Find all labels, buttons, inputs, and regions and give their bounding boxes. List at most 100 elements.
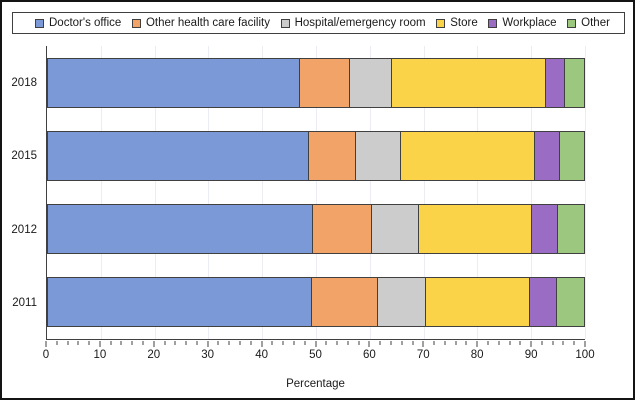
- bar-row-2018: [47, 46, 585, 119]
- legend-item-workplace: Workplace: [488, 17, 557, 29]
- y-axis-category-labels: 2018 2015 2012 2011: [2, 46, 39, 340]
- x-axis-minor-tick: [164, 341, 166, 345]
- gridline: [316, 46, 317, 339]
- x-axis-minor-tick: [228, 341, 230, 345]
- bar-row-2011: [47, 266, 585, 339]
- x-axis-minor-tick: [271, 341, 273, 345]
- plot-area: [46, 46, 586, 340]
- bar-segment-other: [559, 130, 585, 181]
- legend-label: Store: [450, 17, 478, 29]
- x-axis-ticks: [45, 341, 586, 348]
- x-axis-minor-tick: [455, 341, 457, 345]
- x-axis-minor-tick: [358, 341, 360, 345]
- legend-item-hospital-emergency-room: Hospital/emergency room: [280, 17, 426, 29]
- bar-segment-doctor-s-office: [47, 277, 312, 328]
- x-axis-tick-labels: 0 10 20 30 40 50 60 70 80 90 100: [43, 349, 595, 362]
- x-axis-minor-tick: [56, 341, 58, 345]
- legend-item-store: Store: [436, 17, 478, 29]
- gridline: [423, 46, 425, 339]
- x-axis-minor-tick: [250, 341, 252, 345]
- gridline: [208, 46, 210, 339]
- x-axis-tick-label: 100: [575, 349, 595, 361]
- x-axis-minor-tick: [131, 341, 133, 345]
- x-axis-major-tick: [207, 341, 209, 347]
- x-axis-major-tick: [368, 341, 370, 347]
- gridline: [262, 46, 264, 339]
- bar-segment-other-health-care-facility: [311, 277, 378, 328]
- bar-segment-store: [426, 277, 531, 328]
- bar-segment-store: [400, 130, 536, 181]
- x-axis-major-tick: [153, 341, 155, 347]
- legend-item-other: Other: [567, 17, 610, 29]
- bar-segment-workplace: [535, 130, 560, 181]
- x-axis-major-tick: [99, 341, 101, 347]
- bar-segment-other: [557, 204, 585, 255]
- bar-segment-hospital-emergency-room: [350, 57, 392, 108]
- legend-label: Other health care facility: [145, 17, 270, 29]
- gridline: [531, 46, 533, 339]
- x-axis-minor-tick: [412, 341, 414, 345]
- legend-swatch-workplace: [488, 18, 498, 28]
- bar-segment-hospital-emergency-room: [372, 204, 420, 255]
- gridline: [369, 46, 371, 339]
- bar-segment-other-health-care-facility: [300, 57, 351, 108]
- chart-legend: Doctor's office Other health care facilit…: [12, 12, 625, 34]
- bar-segment-other-health-care-facility: [313, 204, 373, 255]
- legend-swatch-other: [567, 18, 577, 28]
- stacked-bar-2011: [47, 277, 585, 328]
- legend-swatch-other-health-care-facility: [131, 18, 141, 28]
- legend-swatch-hospital-emergency-room: [280, 18, 290, 28]
- x-axis-tick-label: 80: [470, 349, 484, 361]
- stacked-bar-2015: [47, 130, 585, 181]
- x-axis-tick-label: 50: [309, 349, 322, 361]
- legend-swatch-doctor-s-office: [35, 18, 44, 28]
- x-axis-minor-tick: [498, 341, 500, 345]
- y-axis-label: 2011: [12, 297, 37, 310]
- x-axis-minor-tick: [282, 341, 284, 345]
- x-axis-minor-tick: [185, 341, 187, 345]
- x-axis-tick-label: 30: [201, 349, 215, 361]
- x-axis-minor-tick: [552, 341, 554, 345]
- x-axis-tick-label: 60: [362, 349, 376, 361]
- x-axis-tick-label: 10: [93, 349, 107, 361]
- bar-segment-store: [391, 57, 546, 108]
- stacked-bar-2012: [47, 204, 585, 255]
- x-axis-tick-label: 40: [255, 349, 268, 361]
- x-axis-major-tick: [530, 341, 532, 347]
- y-axis-label: 2015: [11, 150, 37, 163]
- x-axis-major-tick: [315, 341, 316, 347]
- gridline: [585, 46, 586, 339]
- legend-item-doctor-s-office: Doctor's office: [35, 17, 121, 29]
- bar-segment-doctor-s-office: [47, 57, 301, 108]
- x-axis-major-tick: [261, 341, 263, 347]
- x-axis-minor-tick: [142, 341, 144, 345]
- legend-label: Doctor's office: [49, 17, 122, 29]
- y-axis-label: 2018: [11, 76, 37, 89]
- x-axis-minor-tick: [196, 341, 198, 345]
- x-axis-minor-tick: [347, 341, 349, 345]
- bar-segment-doctor-s-office: [47, 204, 314, 255]
- x-axis-minor-tick: [444, 341, 446, 345]
- bar-segment-hospital-emergency-room: [377, 277, 427, 328]
- x-axis-minor-tick: [390, 341, 392, 345]
- gridline: [477, 46, 479, 339]
- bar-segment-workplace: [545, 57, 565, 108]
- x-axis-minor-tick: [110, 341, 112, 345]
- gridline: [100, 46, 102, 339]
- x-axis-minor-tick: [541, 341, 543, 345]
- x-axis-minor-tick: [433, 341, 435, 345]
- x-axis-minor-tick: [465, 341, 467, 345]
- x-axis-minor-tick: [379, 341, 381, 345]
- bar-segment-other-health-care-facility: [309, 130, 357, 181]
- legend-item-other-health-care-facility: Other health care facility: [131, 17, 270, 29]
- x-axis-minor-tick: [120, 341, 122, 345]
- x-axis-minor-tick: [174, 341, 176, 345]
- x-axis-minor-tick: [401, 341, 403, 345]
- bar-segment-hospital-emergency-room: [356, 130, 401, 181]
- x-axis-minor-tick: [487, 341, 489, 345]
- x-axis-minor-tick: [562, 341, 564, 345]
- x-axis-minor-tick: [67, 341, 69, 345]
- x-axis-minor-tick: [325, 341, 327, 345]
- bar-segment-doctor-s-office: [47, 130, 309, 181]
- x-axis-minor-tick: [293, 341, 295, 345]
